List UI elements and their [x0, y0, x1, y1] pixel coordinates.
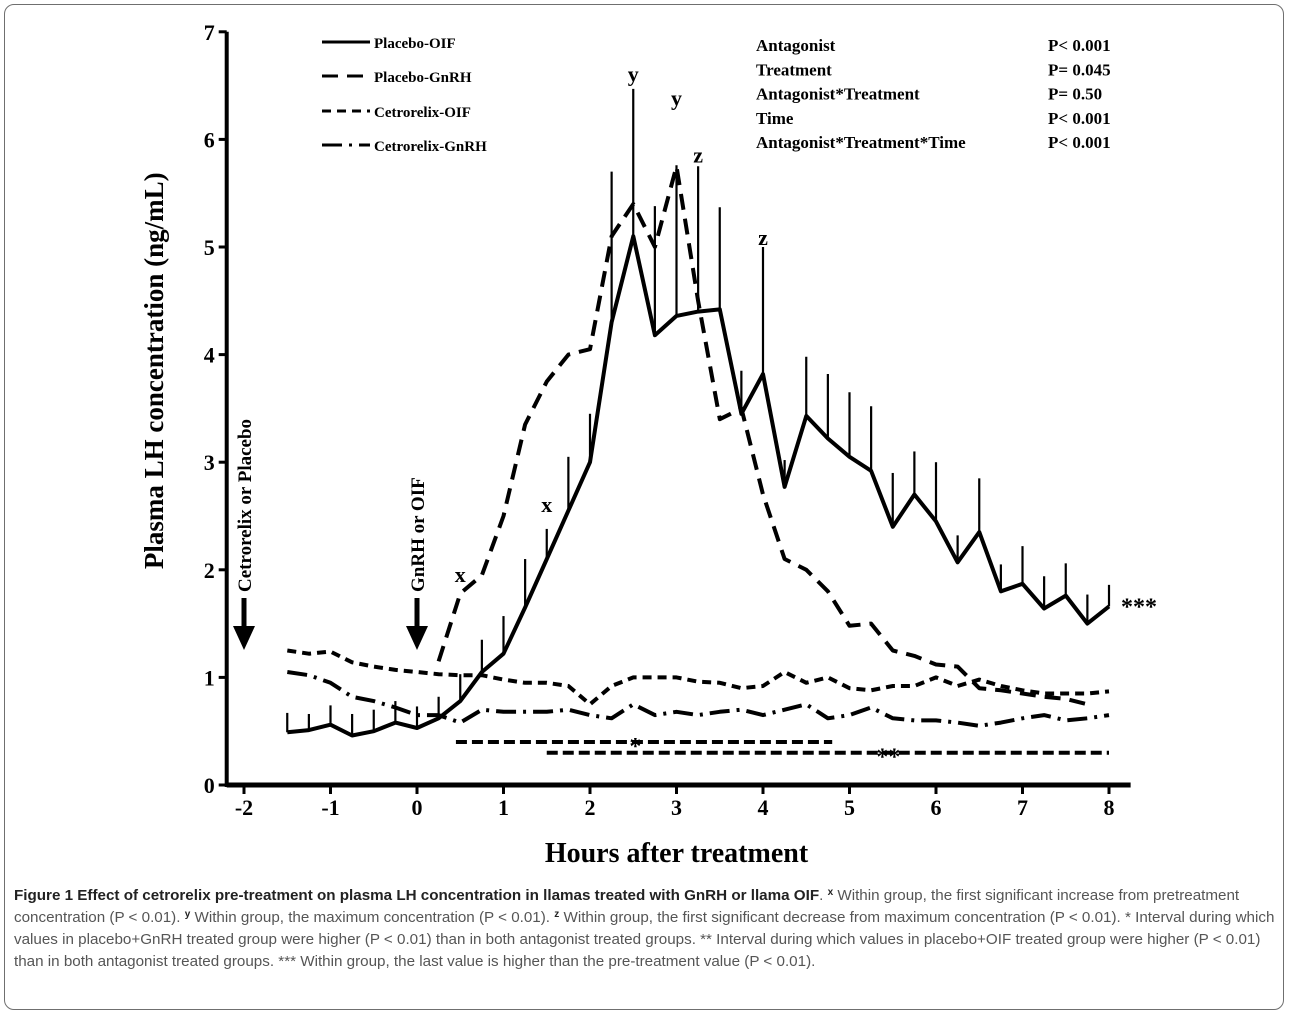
caption-note-mark-x: x — [827, 887, 834, 898]
x-tick-label: -1 — [321, 795, 339, 820]
caption-note-mark-z: z — [554, 909, 560, 920]
significance-label: ** — [876, 745, 900, 771]
x-tick-label: 8 — [1104, 795, 1115, 820]
y-tick-label: 2 — [204, 558, 215, 583]
stats-p-value: P= 0.50 — [1048, 85, 1102, 104]
caption-note-asterisks: * Interval during which values in placeb… — [14, 909, 1275, 970]
x-tick-label: 3 — [671, 795, 682, 820]
y-tick-label: 1 — [204, 665, 215, 690]
y-tick-label: 7 — [204, 20, 215, 45]
stats-term: Time — [756, 109, 794, 128]
figure-caption: Figure 1 Effect of cetrorelix pre-treatm… — [14, 887, 1275, 970]
caption-title: Figure 1 Effect of cetrorelix pre-treatm… — [14, 887, 820, 904]
caption-note-mark-y: y — [184, 909, 191, 920]
caption-note-y: Within group, the maximum concentration … — [194, 909, 551, 926]
point-label: y — [671, 85, 682, 110]
legend-label: Placebo-GnRH — [374, 70, 472, 86]
y-tick-label: 3 — [204, 450, 215, 475]
caption-note-x: Within group, the first significant incr… — [14, 887, 1240, 926]
legend-label: Cetrorelix-GnRH — [374, 139, 487, 155]
stats-term: Antagonist — [756, 36, 836, 55]
series-line-placebo-oif — [287, 234, 1111, 738]
stats-p-value: P< 0.001 — [1048, 36, 1111, 55]
stats-p-value: P< 0.001 — [1048, 133, 1111, 152]
y-tick-label: 6 — [204, 127, 215, 152]
x-tick-label: 0 — [412, 795, 423, 820]
point-label: x — [541, 492, 552, 517]
x-axis-title: Hours after treatment — [545, 838, 809, 869]
point-label: z — [693, 142, 703, 167]
stats-term: Antagonist*Treatment — [756, 85, 920, 104]
legend-label: Cetrorelix-OIF — [374, 105, 471, 121]
lh-concentration-chart: -2 -1 0 1 2 3 4 5 6 7 8 0 1 2 3 4 5 6 7 Hours after treatme… — [139, 20, 1157, 869]
treatment-arrow-head — [406, 626, 428, 650]
x-tick-label: 6 — [931, 795, 942, 820]
x-tick-label: 7 — [1017, 795, 1028, 820]
stats-p-value: P= 0.045 — [1048, 60, 1111, 79]
y-tick-label: 0 — [204, 773, 215, 798]
y-tick-label: 4 — [204, 343, 215, 368]
y-tick-label: 5 — [204, 235, 215, 260]
stats-p-value: P< 0.001 — [1048, 109, 1111, 128]
treatment-arrow-head — [233, 626, 255, 650]
point-label: x — [455, 562, 466, 587]
figure-frame — [4, 4, 1284, 1010]
series-line-cetrorelix-gnrh — [287, 670, 1110, 728]
stats-term: Antagonist*Treatment*Time — [756, 133, 966, 152]
y-axis-title: Plasma LH concentration (ng/mL) — [139, 172, 169, 569]
treatment-arrow-label: GnRH or OIF — [408, 477, 429, 592]
stats-term: Treatment — [756, 60, 832, 79]
end-annotation: *** — [1121, 594, 1157, 620]
point-label: z — [758, 225, 768, 250]
x-tick-label: 4 — [758, 795, 769, 820]
caption-note-z: Within group, the first significant decr… — [563, 909, 1121, 926]
legend-label: Placebo-OIF — [374, 36, 456, 52]
series-line-cetrorelix-oif — [287, 648, 1110, 707]
x-tick-label: 2 — [585, 795, 596, 820]
x-tick-label: 1 — [498, 795, 509, 820]
treatment-arrow-label: Cetrorelix or Placebo — [235, 419, 256, 592]
x-tick-label: -2 — [235, 795, 253, 820]
point-label: y — [628, 62, 639, 87]
significance-label: * — [629, 734, 641, 760]
series-line-placebo-gnrh — [436, 164, 1088, 707]
x-tick-label: 5 — [844, 795, 855, 820]
